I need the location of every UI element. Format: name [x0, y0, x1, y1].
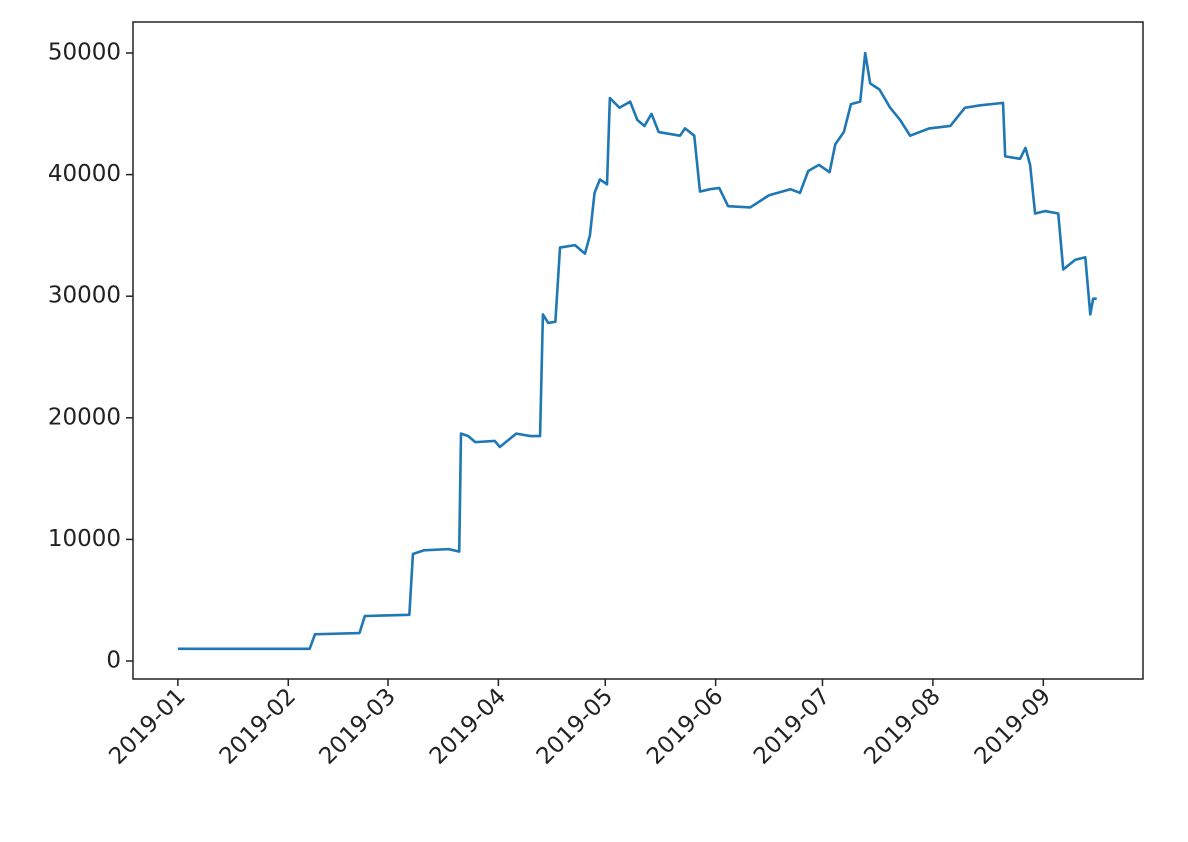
y-tick-label: 50000 — [48, 40, 121, 66]
x-tick-label: 2019-01 — [104, 683, 190, 769]
y-tick-label: 0 — [106, 648, 121, 674]
y-tick-label: 40000 — [48, 161, 121, 187]
data-line — [177, 51, 1097, 651]
x-tick-label: 2019-09 — [970, 683, 1056, 769]
plot-frame — [132, 21, 1144, 680]
x-tick-label: 2019-07 — [749, 683, 835, 769]
x-tick-label: 2019-05 — [532, 683, 618, 769]
x-tick-label: 2019-04 — [425, 683, 511, 769]
x-tick-label: 2019-03 — [314, 683, 400, 769]
x-tick-label: 2019-02 — [215, 683, 301, 769]
x-tick-label: 2019-08 — [859, 683, 945, 769]
x-tick-label: 2019-06 — [642, 683, 728, 769]
y-tick-label: 10000 — [48, 526, 121, 552]
y-tick-label: 20000 — [48, 404, 121, 430]
y-tick-label: 30000 — [48, 283, 121, 309]
